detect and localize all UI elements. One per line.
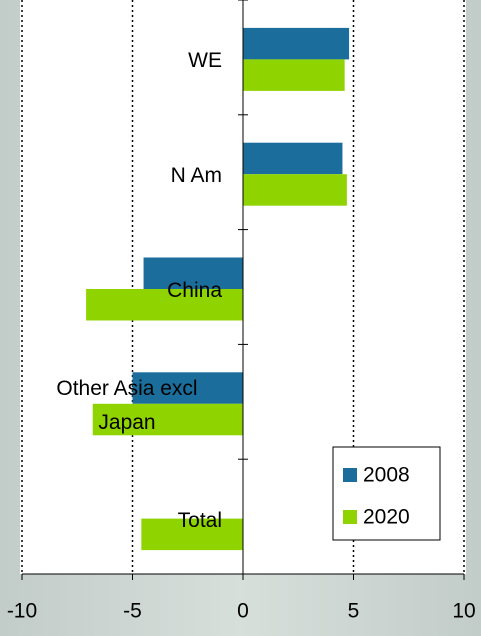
x-tick-label: 5 — [348, 600, 360, 623]
y-tick-label: N Am — [170, 164, 222, 188]
legend-label: 2020 — [363, 506, 410, 529]
bar — [143, 257, 243, 289]
bar — [92, 403, 243, 436]
bar — [141, 518, 243, 551]
legend — [332, 446, 441, 541]
bar — [243, 59, 345, 91]
x-tick-label: 0 — [237, 600, 249, 623]
y-tick-label: Total — [177, 508, 222, 532]
bar — [243, 27, 350, 60]
bar — [86, 289, 243, 321]
y-tick-label: China — [167, 279, 222, 302]
bar — [132, 372, 243, 404]
bar — [243, 174, 347, 206]
y-tick-label: Other Asia excl Japan — [56, 376, 198, 434]
legend-swatch — [343, 510, 357, 524]
x-tick-label: -10 — [7, 600, 37, 623]
legend-swatch — [343, 468, 357, 482]
bar — [243, 142, 343, 175]
x-tick-label: -5 — [123, 600, 142, 623]
legend-label: 2008 — [363, 464, 410, 487]
x-tick-label: 10 — [452, 600, 475, 623]
y-tick-label: WE — [188, 49, 222, 73]
